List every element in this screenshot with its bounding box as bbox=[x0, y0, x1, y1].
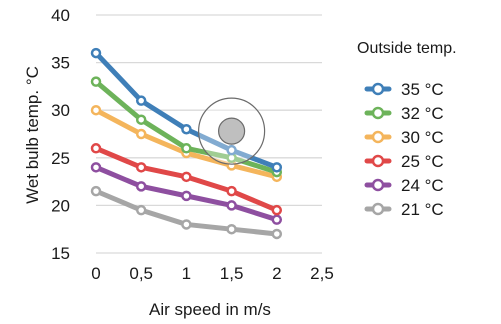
data-point bbox=[226, 223, 237, 235]
x-tick-label: 1 bbox=[182, 264, 191, 283]
legend-marker bbox=[371, 202, 385, 216]
legend-marker bbox=[371, 130, 385, 144]
y-axis-ticks: 15 20 25 30 35 40 bbox=[51, 6, 70, 263]
legend-label: 32 °C bbox=[401, 104, 444, 123]
data-point bbox=[135, 95, 147, 106]
legend-marker bbox=[371, 154, 385, 168]
data-point bbox=[271, 228, 283, 240]
data-point bbox=[135, 181, 147, 192]
data-point bbox=[271, 204, 283, 216]
y-axis-title: Wet bulb temp. °C bbox=[23, 66, 42, 204]
cursor-highlight bbox=[198, 97, 266, 165]
legend-label: 30 °C bbox=[401, 128, 444, 147]
legend-marker bbox=[371, 106, 385, 120]
legend: 35 °C 32 °C 30 °C 25 °C 24 °C 21 °C bbox=[364, 80, 444, 219]
legend-marker bbox=[371, 82, 385, 96]
data-point bbox=[90, 143, 102, 154]
x-tick-label: 2,5 bbox=[310, 264, 334, 283]
y-tick-label: 30 bbox=[51, 101, 70, 120]
data-point bbox=[226, 200, 237, 211]
data-point bbox=[90, 185, 102, 197]
data-point bbox=[181, 171, 192, 183]
legend-label: 24 °C bbox=[401, 176, 444, 195]
y-tick-label: 40 bbox=[51, 6, 70, 25]
data-point bbox=[135, 114, 147, 125]
data-point bbox=[90, 104, 102, 116]
x-tick-label: 0,5 bbox=[129, 264, 153, 283]
data-point bbox=[135, 162, 147, 173]
data-point bbox=[181, 190, 192, 202]
series-lines bbox=[90, 47, 283, 240]
data-point bbox=[181, 123, 192, 135]
data-point bbox=[135, 204, 147, 216]
data-point bbox=[135, 128, 147, 140]
legend-label: 35 °C bbox=[401, 80, 444, 99]
data-point bbox=[90, 47, 102, 59]
legend-marker bbox=[371, 178, 385, 192]
y-tick-label: 35 bbox=[51, 54, 70, 73]
data-point bbox=[90, 76, 102, 87]
data-point bbox=[90, 162, 102, 173]
x-tick-label: 1,5 bbox=[220, 264, 244, 283]
cursor-dot bbox=[218, 117, 246, 145]
x-axis-ticks: 0 0,5 1 1,5 2 2,5 bbox=[91, 264, 334, 283]
data-point bbox=[181, 143, 192, 154]
data-point bbox=[226, 185, 237, 197]
x-axis-title: Air speed in m/s bbox=[149, 300, 271, 319]
data-point bbox=[226, 144, 237, 156]
legend-label: 21 °C bbox=[401, 200, 444, 219]
x-tick-label: 0 bbox=[91, 264, 100, 283]
x-tick-label: 2 bbox=[272, 264, 281, 283]
data-point bbox=[271, 214, 283, 225]
y-tick-label: 20 bbox=[51, 196, 70, 215]
y-tick-label: 25 bbox=[51, 149, 70, 168]
y-tick-label: 15 bbox=[51, 244, 70, 263]
data-point bbox=[271, 162, 283, 173]
data-point bbox=[181, 219, 192, 230]
legend-title: Outside temp. bbox=[357, 40, 457, 57]
legend-label: 25 °C bbox=[401, 152, 444, 171]
